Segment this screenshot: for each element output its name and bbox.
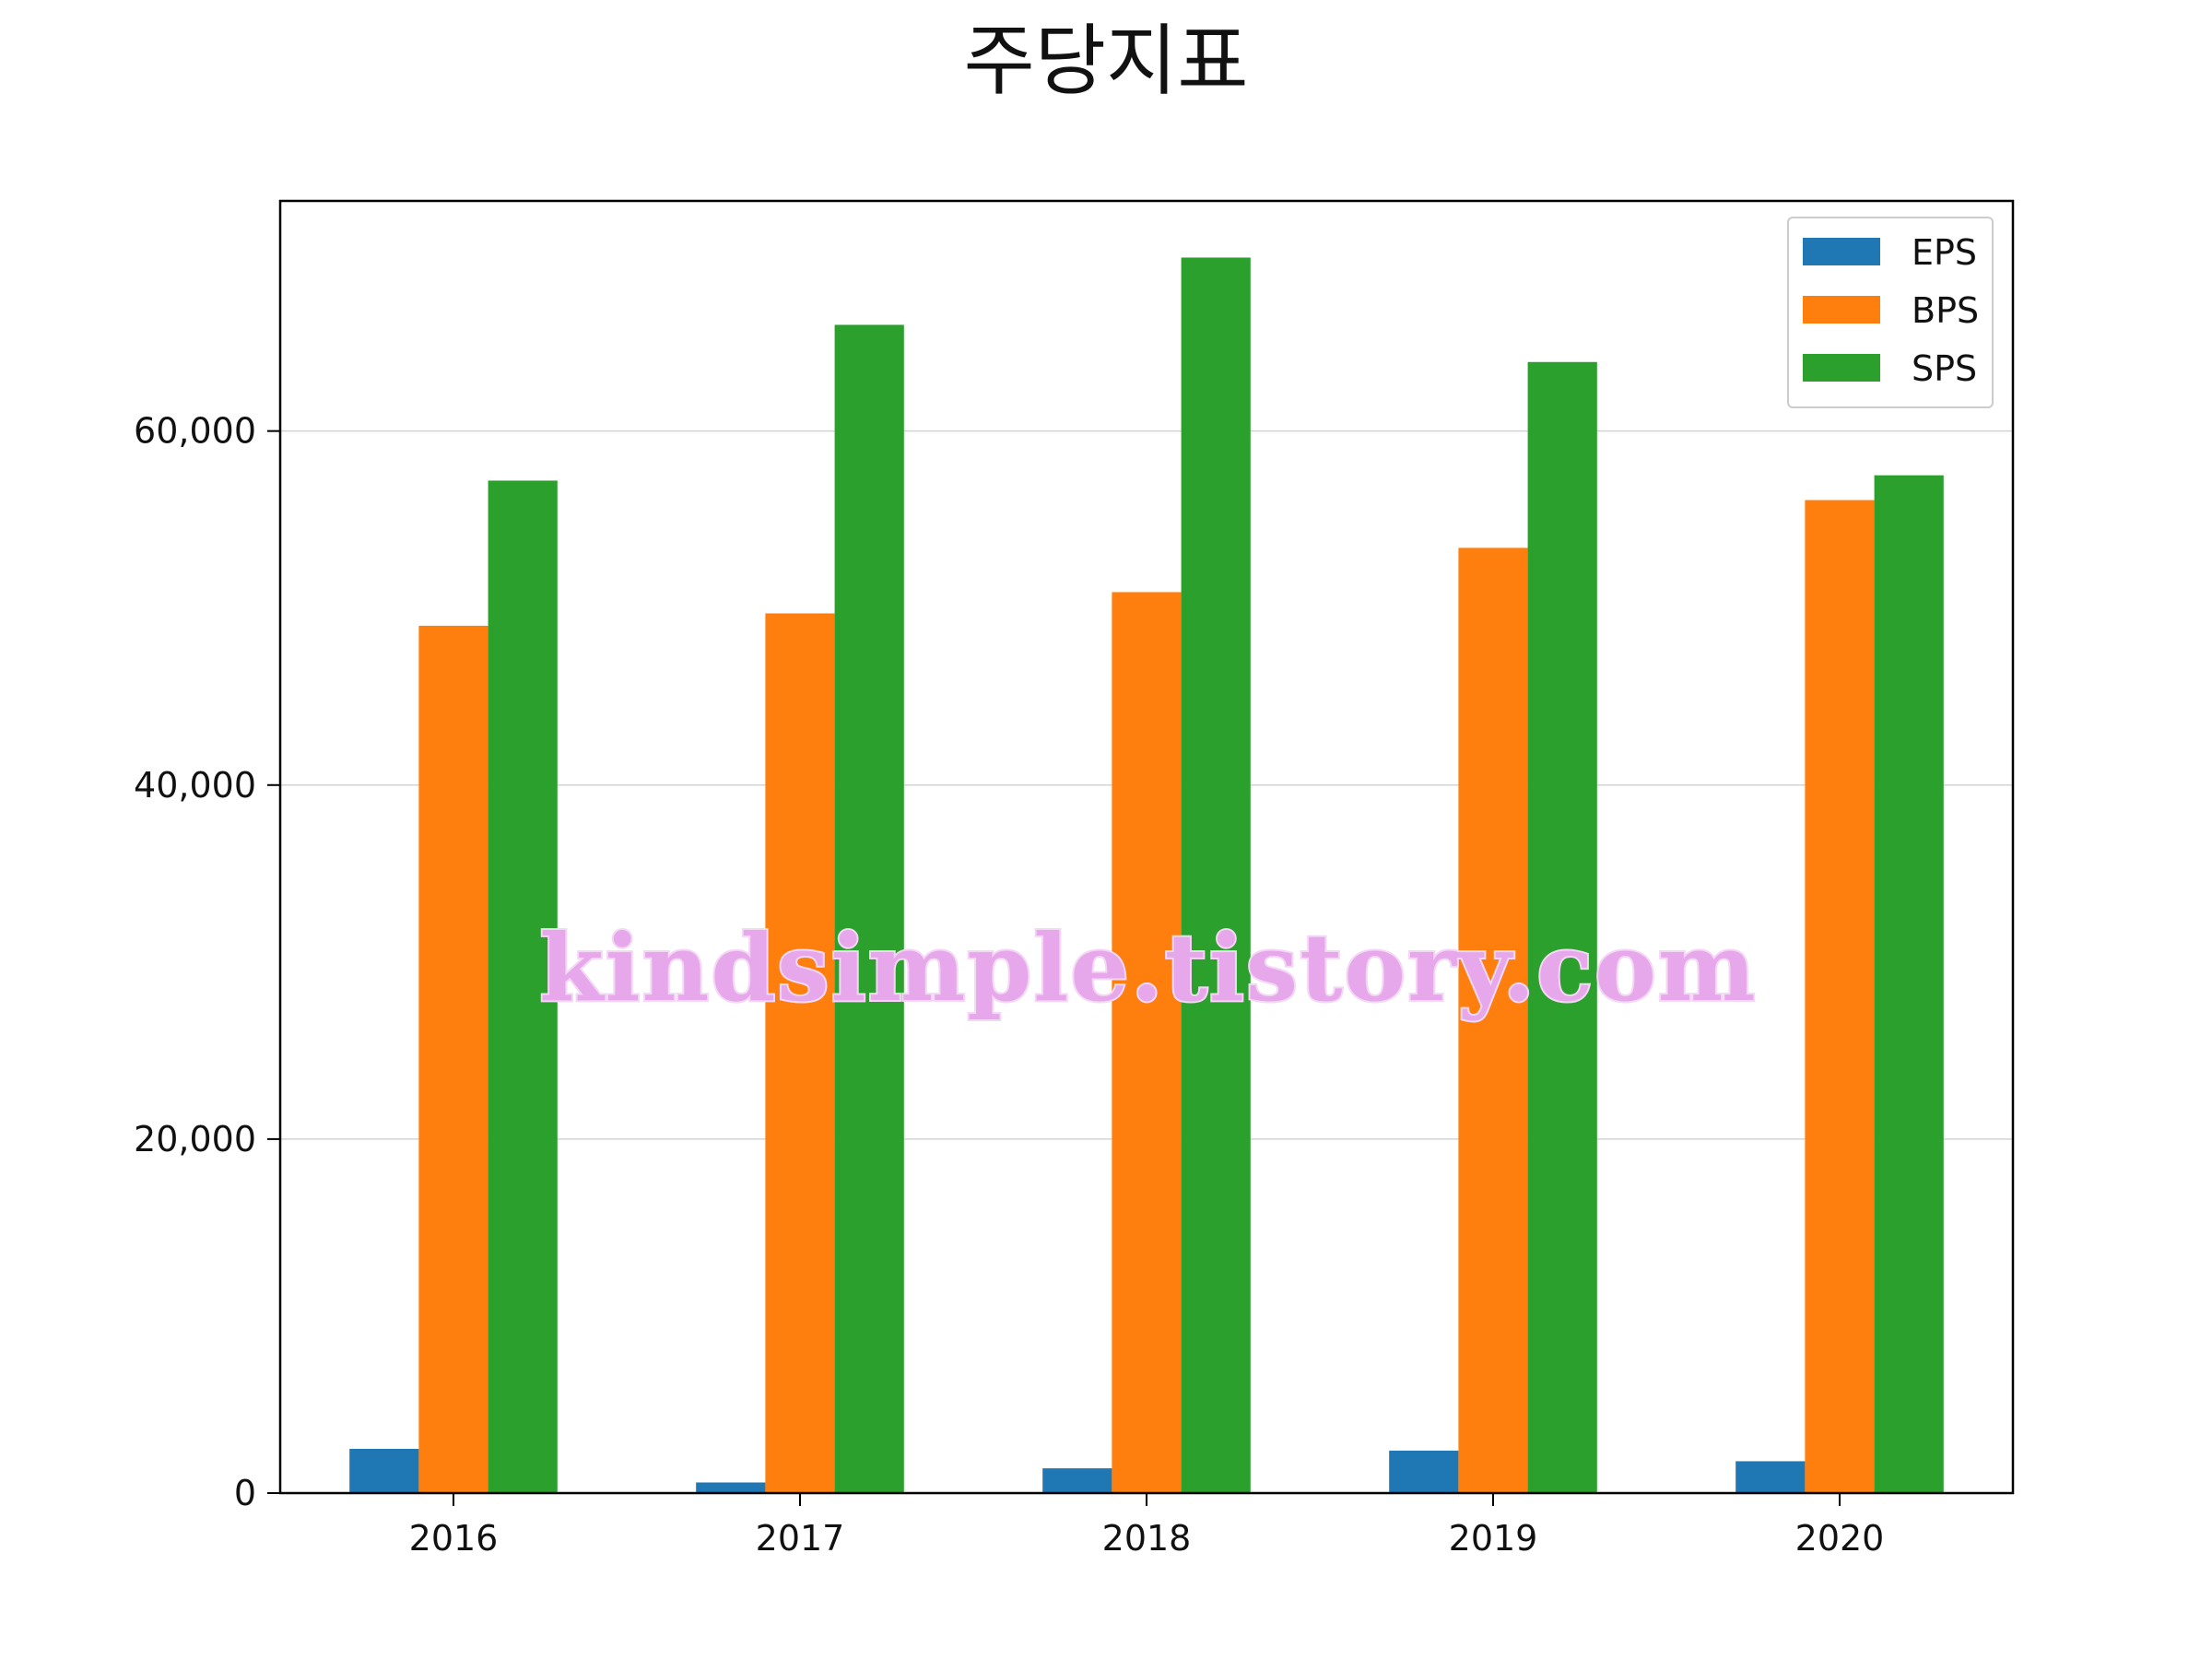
bar-sps-2019 (1527, 361, 1597, 1493)
legend-label-bps: BPS (1912, 290, 1979, 331)
legend-label-sps: SPS (1912, 348, 1977, 389)
legend-swatch-eps (1803, 238, 1880, 265)
x-tick-label: 2016 (409, 1518, 499, 1559)
x-tick-label: 2019 (1449, 1518, 1538, 1559)
ticks-layer: 0 20,000 40,000 60,000 2016 2017 2018 2019 2020 (134, 411, 1884, 1559)
x-tick-label: 2017 (756, 1518, 845, 1559)
bar-eps-2018 (1042, 1468, 1112, 1493)
bar-eps-2017 (696, 1482, 766, 1493)
bar-bps-2019 (1458, 547, 1528, 1493)
bar-sps-2016 (488, 480, 558, 1494)
chart-title: 주당지표 (963, 16, 1248, 106)
bar-sps-2018 (1181, 257, 1251, 1493)
bar-eps-2019 (1389, 1450, 1459, 1493)
bar-eps-2016 (349, 1448, 419, 1493)
x-tick-label: 2018 (1102, 1518, 1192, 1559)
watermark: kindsimple.tistory.com (539, 913, 1757, 1022)
y-tick-label: 40,000 (134, 765, 256, 806)
bar-sps-2020 (1874, 475, 1944, 1493)
legend-swatch-bps (1803, 296, 1880, 324)
bar-bps-2018 (1112, 592, 1182, 1493)
legend-label-eps: EPS (1912, 232, 1977, 273)
legend: EPS BPS SPS (1787, 217, 1994, 408)
bar-sps-2017 (834, 324, 904, 1493)
y-tick-label: 20,000 (134, 1119, 256, 1159)
bar-bps-2016 (418, 625, 488, 1493)
x-tick-label: 2020 (1795, 1518, 1885, 1559)
y-tick-label: 60,000 (134, 411, 256, 452)
bar-bps-2020 (1805, 500, 1875, 1493)
bar-eps-2020 (1735, 1461, 1806, 1493)
y-tick-label: 0 (234, 1473, 256, 1513)
legend-swatch-sps (1803, 354, 1880, 382)
bars-layer (349, 257, 1944, 1494)
bar-bps-2017 (765, 613, 835, 1493)
